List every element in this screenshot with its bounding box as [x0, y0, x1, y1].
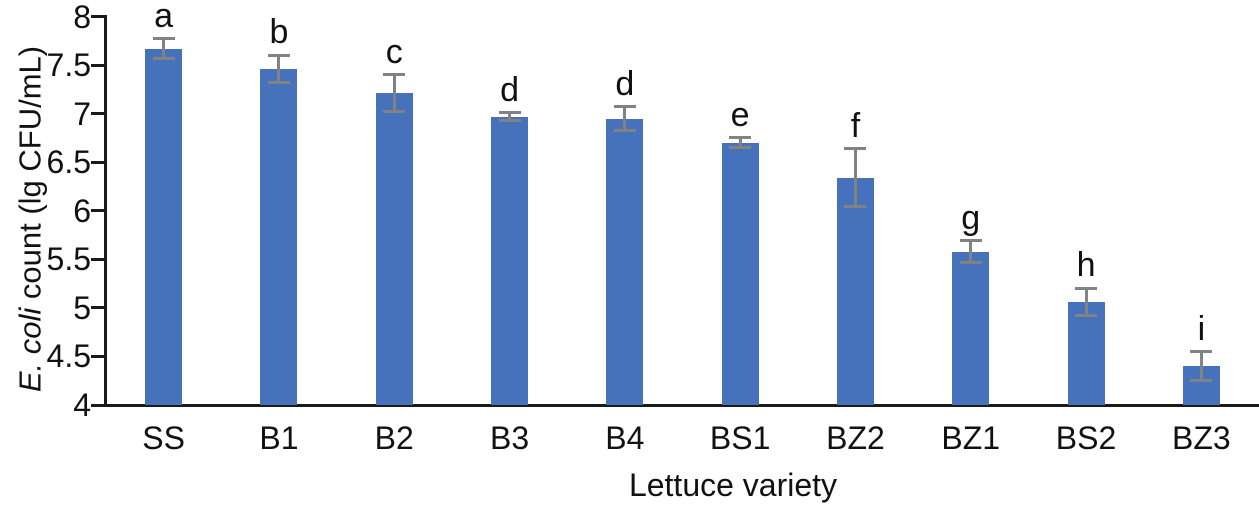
x-axis-line: [104, 404, 1259, 407]
error-bar-cap-top: [729, 136, 752, 140]
significance-letter: a: [154, 0, 174, 35]
x-category-label: BZ3: [1172, 420, 1231, 456]
error-bar-cap-bottom: [729, 146, 752, 150]
x-category-label: BZ2: [826, 420, 885, 456]
error-bar-line: [969, 240, 973, 263]
x-category-label: B3: [489, 420, 530, 456]
error-bar-line: [738, 137, 742, 148]
y-tick-mark: [91, 112, 104, 116]
y-tick-mark: [91, 403, 104, 407]
error-bar-cap-top: [383, 73, 406, 77]
y-tick-label: 6: [73, 192, 91, 229]
error-bar-cap-bottom: [152, 56, 175, 60]
error-bar-line: [392, 74, 396, 112]
y-tick-label: 7: [73, 95, 91, 132]
error-bar-cap-top: [267, 53, 290, 57]
x-category-label: B4: [605, 420, 645, 456]
x-category-label: B2: [374, 420, 414, 456]
x-category-label: SS: [142, 420, 185, 456]
error-bar-cap-bottom: [1190, 379, 1213, 383]
error-bar-line: [277, 55, 281, 83]
error-bar-line: [853, 148, 857, 207]
error-bar-cap-top: [1190, 350, 1213, 354]
error-bar-cap-bottom: [267, 81, 290, 85]
y-tick-mark: [91, 306, 104, 310]
bar: [491, 116, 529, 405]
x-category-label: BS2: [1055, 420, 1117, 456]
significance-letter: i: [1197, 309, 1206, 348]
error-bar-cap-bottom: [1075, 314, 1098, 318]
bar: [260, 69, 298, 405]
y-tick-mark: [91, 15, 104, 19]
x-category-label: BZ1: [941, 420, 1001, 456]
y-tick-mark: [91, 209, 104, 213]
bar: [1067, 302, 1105, 405]
error-bar-cap-bottom: [613, 128, 636, 132]
bar: [836, 177, 874, 405]
error-bar-line: [623, 106, 627, 131]
y-tick-label: 4.5: [46, 338, 91, 375]
error-bar-line: [1084, 288, 1088, 316]
error-bar-cap-top: [613, 105, 636, 109]
error-bar-line: [162, 38, 166, 59]
error-bar-cap-top: [959, 239, 982, 243]
y-tick-mark: [91, 354, 104, 358]
y-tick-mark: [91, 257, 104, 261]
error-bar-cap-bottom: [498, 118, 521, 122]
significance-letter: d: [500, 70, 520, 109]
bar: [721, 142, 759, 405]
error-bar-line: [508, 112, 512, 121]
x-axis-title: Lettuce variety: [628, 467, 838, 503]
error-bar-cap-top: [1075, 286, 1098, 290]
bar: [952, 251, 990, 405]
bar: [145, 48, 183, 405]
y-tick-label: 5.5: [46, 241, 91, 278]
y-tick-label: 8: [73, 0, 91, 35]
error-bar-line: [1199, 351, 1203, 381]
y-axis-line: [104, 15, 107, 407]
significance-letter: d: [615, 64, 635, 103]
y-tick-label: 5: [73, 289, 91, 326]
y-tick-mark: [91, 63, 104, 67]
significance-letter: e: [730, 95, 750, 134]
error-bar-cap-top: [498, 111, 521, 115]
x-category-label: BS1: [709, 420, 771, 456]
significance-letter: c: [385, 32, 403, 71]
significance-letter: h: [1076, 246, 1096, 285]
significance-letter: g: [961, 198, 981, 237]
error-bar-cap-bottom: [383, 110, 406, 114]
significance-letter: b: [269, 13, 289, 52]
error-bar-cap-top: [844, 147, 867, 151]
error-bar-cap-top: [152, 37, 175, 41]
error-bar-cap-bottom: [959, 260, 982, 264]
bar: [375, 93, 413, 405]
x-category-label: B1: [259, 420, 299, 456]
error-bar-cap-bottom: [844, 205, 867, 209]
y-tick-label: 6.5: [46, 144, 91, 181]
y-tick-label: 7.5: [46, 47, 91, 84]
y-tick-label: 4: [73, 387, 91, 423]
y-tick-mark: [91, 160, 104, 164]
bar: [606, 118, 644, 405]
significance-letter: f: [850, 106, 861, 145]
